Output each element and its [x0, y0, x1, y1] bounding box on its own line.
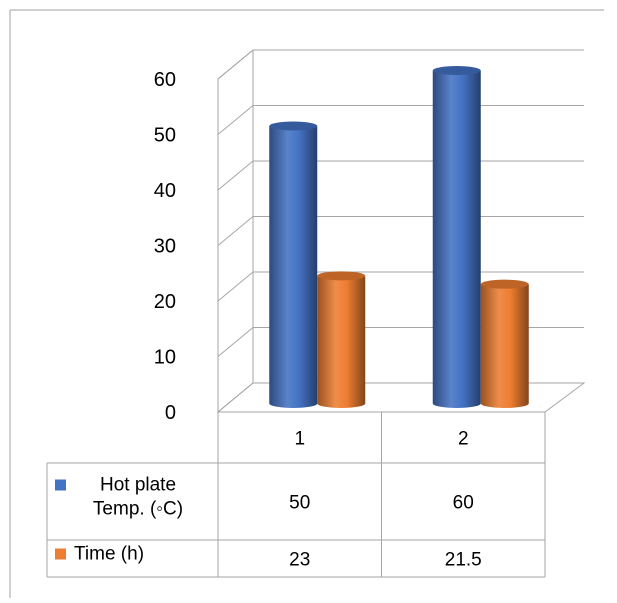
bar-body[interactable]	[269, 126, 318, 408]
category-label: 1	[294, 429, 305, 450]
bar-body[interactable]	[480, 284, 529, 408]
gridline-side	[217, 382, 254, 413]
legend-key-1	[55, 548, 66, 560]
gridline-side	[217, 216, 254, 246]
bar-body[interactable]	[317, 275, 366, 408]
data-label: 23	[289, 550, 310, 571]
bar-top[interactable]	[480, 279, 529, 289]
bar-top[interactable]	[317, 271, 366, 281]
category-label: 2	[458, 429, 469, 450]
gridline-side	[217, 271, 254, 302]
bar-top[interactable]	[432, 66, 481, 75]
y-tick-label: 30	[154, 236, 176, 258]
data-label: 21.5	[445, 550, 482, 571]
y-tick-label: 50	[154, 125, 176, 147]
series-name: Temp. (◦C)	[93, 499, 183, 520]
bar-temp-cat-1[interactable]	[269, 121, 318, 409]
y-tick-label: 60	[154, 69, 176, 91]
bar-time-cat-2[interactable]	[480, 279, 529, 408]
bar-temp-cat-2[interactable]	[432, 66, 481, 409]
y-tick-label: 0	[165, 402, 176, 424]
series-name: Hot plate	[100, 475, 176, 496]
y-tick-label: 20	[154, 291, 176, 313]
gridline-side	[217, 105, 254, 135]
y-tick-label: 10	[154, 347, 176, 369]
data-label: 60	[453, 493, 474, 514]
bar-time-cat-1[interactable]	[317, 271, 366, 408]
series-name: Time (h)	[74, 544, 144, 565]
gridline-side	[217, 49, 254, 80]
bar-body[interactable]	[432, 70, 481, 409]
gridline-side	[217, 327, 254, 357]
legend-key-0	[55, 479, 66, 491]
data-label: 50	[289, 493, 310, 514]
gridline-side	[217, 160, 254, 191]
bar-top[interactable]	[269, 121, 318, 131]
y-tick-label: 40	[154, 180, 176, 202]
